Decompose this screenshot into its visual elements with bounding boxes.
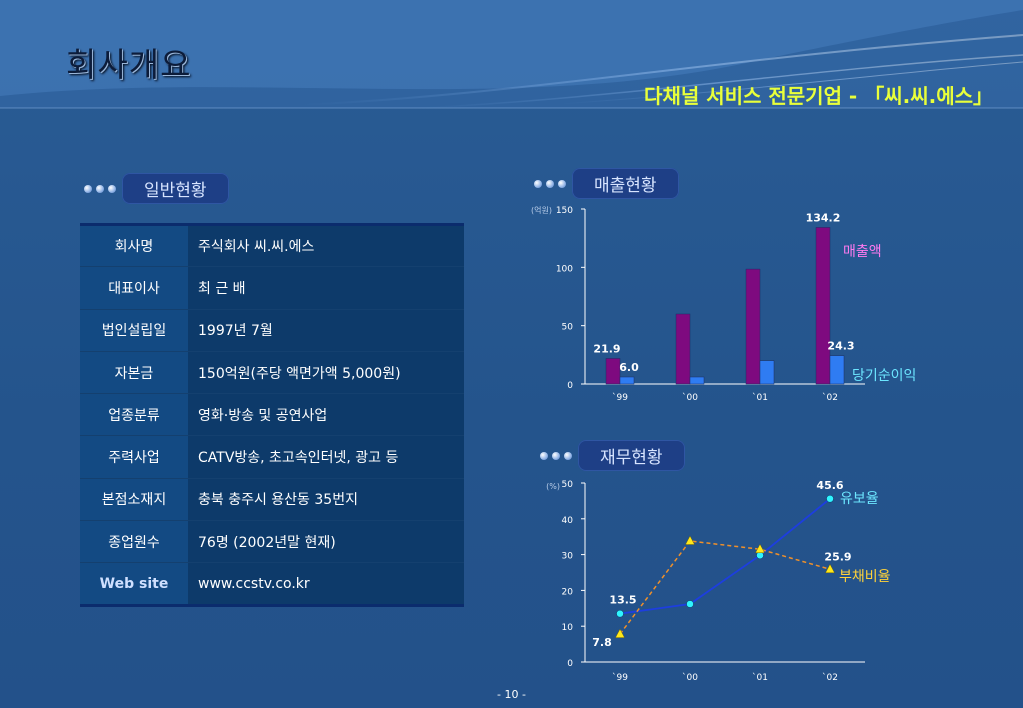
legend-equity: 유보율 <box>840 491 879 507</box>
x-tick-label: `99 <box>612 392 628 403</box>
legend-profit: 당기순이익 <box>852 368 916 384</box>
section-header-general: 일반현황 <box>84 173 229 204</box>
legend-debt: 부채비율 <box>839 569 891 585</box>
x-tick-label: `99 <box>612 672 628 683</box>
table-row: Web site www.ccstv.co.kr <box>80 562 464 606</box>
row-key: Web site <box>80 562 188 606</box>
bar-profit <box>619 376 635 385</box>
table-row: 본점소재지 충북 충주시 용산동 35번지 <box>80 478 464 522</box>
point-debt <box>685 535 695 545</box>
bullet-dots-icon <box>84 184 116 193</box>
page-number: - 10 - <box>497 688 526 701</box>
line-series-debt <box>619 540 831 635</box>
y-tick-label: 0 <box>567 381 573 391</box>
row-value: 1997년 7월 <box>188 309 464 352</box>
row-key: 대표이사 <box>80 266 188 310</box>
legend-sales: 매출액 <box>843 244 882 260</box>
section-label-general: 일반현황 <box>122 173 229 204</box>
row-value: 최 근 배 <box>188 266 464 310</box>
point-equity <box>826 495 834 503</box>
table-row: 업종분류 영화·방송 및 공연사업 <box>80 393 464 437</box>
y-unit-label: (%) <box>546 482 560 491</box>
y-tick-label: 40 <box>562 516 574 526</box>
table-row: 법인설립일 1997년 7월 <box>80 309 464 352</box>
data-label: 45.6 <box>816 479 843 492</box>
point-equity <box>686 600 694 608</box>
y-tick-label: 30 <box>562 552 574 562</box>
data-label: 7.8 <box>592 636 612 649</box>
bar-sales <box>675 313 691 385</box>
x-tick-label: `02 <box>822 672 838 683</box>
row-value: 충북 충주시 용산동 35번지 <box>188 478 464 522</box>
point-equity <box>756 551 764 560</box>
x-tick-label: `00 <box>682 392 698 403</box>
section-header-finance: 재무현황 <box>540 440 685 471</box>
y-tick-label: 100 <box>556 264 573 274</box>
bar-profit <box>759 360 775 385</box>
page-title: 회사개요 <box>66 45 192 84</box>
row-value: 150억원(주당 액면가액 5,000원) <box>188 351 464 395</box>
bar-sales <box>745 268 761 385</box>
point-debt <box>615 628 625 638</box>
x-tick-label: `02 <box>822 392 838 403</box>
x-tick-label: `01 <box>752 672 768 683</box>
bullet-dots-icon <box>534 179 566 188</box>
company-info-table: 회사명 주식회사 씨.씨.에스 대표이사 최 근 배 법인설립일 1997년 7월 자… <box>80 223 464 607</box>
row-value: 영화·방송 및 공연사업 <box>188 393 464 437</box>
header-wave-decoration <box>0 0 1023 109</box>
y-tick-label: 20 <box>562 587 574 597</box>
bar-profit <box>829 355 845 385</box>
row-key: 본점소재지 <box>80 478 188 522</box>
table-row: 대표이사 최 근 배 <box>80 266 464 310</box>
page-subtitle: 다채널 서비스 전문기업 - 「씨.씨.에스」 <box>644 84 993 108</box>
data-label: 25.9 <box>824 550 851 563</box>
row-key: 주력사업 <box>80 435 188 479</box>
y-tick-label: 50 <box>562 323 574 333</box>
row-key: 회사명 <box>80 224 188 268</box>
row-key: 업종분류 <box>80 393 188 437</box>
point-debt <box>755 543 765 553</box>
bar-sales <box>815 227 831 385</box>
table-row: 종업원수 76명 (2002년말 현재) <box>80 520 464 564</box>
bullet-dots-icon <box>540 451 572 460</box>
section-label-sales: 매출현황 <box>572 168 679 199</box>
bar-sales <box>605 358 621 385</box>
y-tick-label: 50 <box>562 480 574 490</box>
y-tick-label: 10 <box>562 623 574 633</box>
row-value: 주식회사 씨.씨.에스 <box>188 224 464 268</box>
row-key: 자본금 <box>80 351 188 395</box>
table-row: 자본금 150억원(주당 액면가액 5,000원) <box>80 351 464 395</box>
data-label: 13.5 <box>609 594 636 607</box>
section-header-sales: 매출현황 <box>534 168 679 199</box>
y-unit-label: (억원) <box>531 205 552 215</box>
data-label: 6.0 <box>619 361 639 374</box>
line-series-equity <box>619 498 831 615</box>
x-tick-label: `00 <box>682 672 698 683</box>
data-label: 24.3 <box>827 340 854 353</box>
data-label: 134.2 <box>806 211 841 224</box>
section-label-finance: 재무현황 <box>578 440 685 471</box>
table-row: 주력사업 CATV방송, 초고속인터넷, 광고 등 <box>80 435 464 479</box>
row-key: 종업원수 <box>80 520 188 564</box>
website-link[interactable]: www.ccstv.co.kr <box>188 562 464 606</box>
row-key: 법인설립일 <box>80 309 188 352</box>
data-label: 21.9 <box>593 342 620 355</box>
row-value: CATV방송, 초고속인터넷, 광고 등 <box>188 435 464 479</box>
x-tick-label: `01 <box>752 392 768 403</box>
y-tick-label: 150 <box>556 206 573 216</box>
point-equity <box>616 609 624 618</box>
point-debt <box>825 563 835 573</box>
table-row: 회사명 주식회사 씨.씨.에스 <box>80 224 464 268</box>
y-tick-label: 0 <box>567 659 573 669</box>
bar-profit <box>689 376 705 385</box>
row-value: 76명 (2002년말 현재) <box>188 520 464 564</box>
